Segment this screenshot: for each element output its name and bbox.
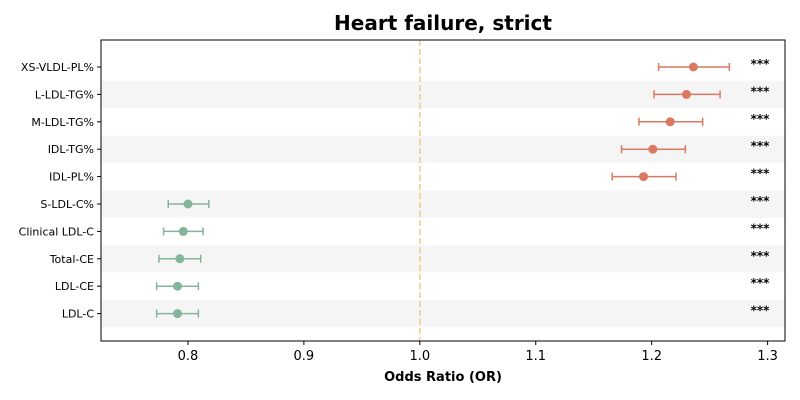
point-estimate [183,199,193,209]
x-axis-ticks: 0.8 0.9 1.0 1.1 1.2 1.3 [178,341,778,364]
significance-label: *** [751,84,771,98]
point-estimate [178,226,188,236]
estimate-total-ce [158,254,202,264]
x-tick-label: 1.1 [525,349,546,364]
estimate-xs-vldl-pl- [657,62,731,72]
x-tick-label: 1.3 [757,349,778,364]
data-marks [155,62,731,319]
y-tick-label: LDL-CE [55,280,94,293]
x-tick-label: 1.2 [641,349,662,364]
point-estimate [681,89,691,99]
point-estimate [648,144,658,154]
significance-label: *** [751,304,771,318]
chart-title: Heart failure, strict [334,11,552,35]
estimate-idl-pl- [611,172,677,182]
y-tick-label: S-LDL-C% [40,198,94,211]
y-tick-label: XS-VLDL-PL% [21,61,94,74]
row-band [101,190,785,218]
x-tick-label: 1.0 [409,349,430,364]
x-tick-label: 0.9 [294,349,315,364]
row-band [101,299,785,328]
significance-label: *** [751,112,771,126]
x-axis-label: Odds Ratio (OR) [384,370,502,385]
significance-label: *** [751,194,771,208]
y-tick-label: M-LDL-TG% [31,116,94,129]
estimate-l-ldl-tg- [653,89,721,99]
y-tick-label: L-LDL-TG% [35,88,94,101]
significance-label: *** [751,167,771,181]
estimate-m-ldl-tg- [638,117,704,127]
estimate-s-ldl-c- [167,199,210,209]
y-axis-ticks: XS-VLDL-PL% L-LDL-TG% M-LDL-TG% IDL-TG% IDL-… [19,61,101,321]
significance-label: *** [751,249,771,263]
point-estimate [639,172,649,182]
estimate-idl-tg- [620,144,687,154]
point-estimate [175,254,185,264]
significance-labels: *** *** *** *** *** *** *** *** *** *** [751,57,771,318]
significance-label: *** [751,276,771,290]
plot-frame [100,39,786,342]
y-tick-label: IDL-TG% [48,143,94,156]
point-estimate [173,281,183,291]
y-tick-label: Clinical LDL-C [19,225,95,238]
estimate-ldl-c [155,309,200,319]
point-estimate [173,309,183,319]
y-tick-label: LDL-C [62,308,95,321]
y-tick-label: IDL-PL% [49,171,94,184]
estimate-ldl-ce [155,281,200,291]
point-estimate [665,117,675,127]
row-band [101,245,785,273]
significance-label: *** [751,57,771,71]
point-estimate [688,62,698,72]
x-tick-label: 0.8 [178,349,199,364]
estimate-clinical-ldl-c [162,226,204,236]
y-tick-label: Total-CE [49,253,94,266]
significance-label: *** [751,139,771,153]
significance-label: *** [751,221,771,235]
